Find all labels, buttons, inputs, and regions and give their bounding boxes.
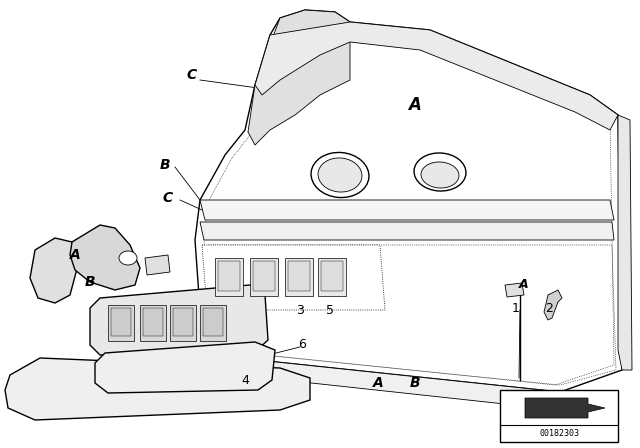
Polygon shape <box>30 238 78 303</box>
Polygon shape <box>202 245 385 310</box>
Polygon shape <box>248 10 350 145</box>
Bar <box>285 258 313 296</box>
Bar <box>218 261 240 291</box>
Bar <box>288 261 310 291</box>
Text: 2: 2 <box>545 302 553 314</box>
Polygon shape <box>200 222 614 240</box>
Polygon shape <box>5 358 310 420</box>
Text: A: A <box>519 277 529 290</box>
Polygon shape <box>255 22 618 130</box>
Polygon shape <box>195 10 622 392</box>
Polygon shape <box>90 285 268 355</box>
Bar <box>111 308 131 336</box>
Bar <box>500 390 618 442</box>
Bar <box>173 308 193 336</box>
Polygon shape <box>145 255 170 275</box>
Text: 6: 6 <box>298 339 306 352</box>
Text: 5: 5 <box>326 303 334 316</box>
Bar <box>140 305 166 341</box>
Bar <box>143 308 163 336</box>
Bar <box>321 261 343 291</box>
Text: A: A <box>408 96 421 114</box>
Bar <box>215 258 243 296</box>
Polygon shape <box>544 290 562 320</box>
Text: 00182303: 00182303 <box>539 428 579 438</box>
Text: 1: 1 <box>512 302 520 314</box>
Ellipse shape <box>414 153 466 191</box>
Polygon shape <box>525 398 605 418</box>
Polygon shape <box>505 283 524 297</box>
Bar <box>200 305 226 341</box>
Text: C: C <box>187 68 197 82</box>
Text: 4: 4 <box>241 374 249 387</box>
Text: C: C <box>163 191 173 205</box>
Polygon shape <box>210 355 560 410</box>
Text: B: B <box>160 158 170 172</box>
Text: A: A <box>70 248 81 262</box>
Bar <box>203 308 223 336</box>
Bar <box>170 305 196 341</box>
Bar <box>250 258 278 296</box>
Polygon shape <box>200 200 614 220</box>
Ellipse shape <box>311 152 369 198</box>
Polygon shape <box>70 225 140 290</box>
Ellipse shape <box>421 162 459 188</box>
Bar <box>253 261 275 291</box>
Text: A: A <box>372 376 383 390</box>
Bar <box>108 305 134 341</box>
Bar <box>318 258 346 296</box>
Ellipse shape <box>318 158 362 192</box>
Text: 3: 3 <box>296 303 304 316</box>
Text: B: B <box>410 376 420 390</box>
Text: B: B <box>84 275 95 289</box>
Ellipse shape <box>119 251 137 265</box>
Polygon shape <box>95 342 275 393</box>
Polygon shape <box>618 115 632 370</box>
